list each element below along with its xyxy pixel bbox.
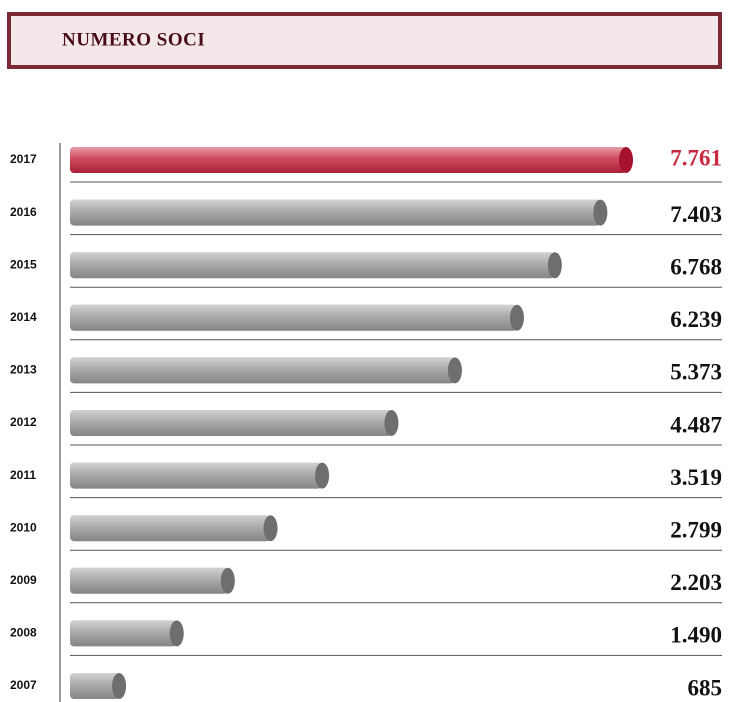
value-label: 4.487 — [670, 412, 722, 437]
bar-shine — [70, 252, 555, 279]
value-label: 7.403 — [670, 202, 722, 227]
y-tick-label: 2013 — [10, 363, 37, 377]
value-label: 7.761 — [670, 145, 722, 170]
bar-shine — [70, 462, 323, 489]
value-label: 6.239 — [670, 307, 722, 332]
y-tick-label: 2012 — [10, 415, 37, 429]
y-tick-label: 2011 — [10, 468, 36, 482]
y-tick-label: 2015 — [10, 257, 37, 271]
bar-shine — [70, 410, 392, 436]
value-label: 685 — [688, 675, 723, 700]
value-label: 2.799 — [670, 517, 722, 542]
value-label: 3.519 — [670, 465, 722, 490]
bar-cap — [447, 357, 462, 384]
bar-shine — [70, 673, 120, 699]
bar-cap — [509, 304, 524, 331]
bar-cap — [112, 673, 127, 699]
bar-shine — [70, 304, 517, 331]
bar-shine — [70, 620, 177, 647]
title-box — [7, 12, 722, 69]
bar-shine — [70, 515, 271, 542]
y-tick-label: 2007 — [10, 678, 37, 692]
bar-cap — [384, 410, 399, 436]
y-tick-label: 2008 — [10, 626, 37, 640]
value-label: 1.490 — [670, 623, 722, 648]
bar-cap — [547, 252, 562, 279]
value-label: 5.373 — [670, 360, 722, 385]
value-label: 6.768 — [670, 254, 722, 279]
value-label: 2.203 — [670, 570, 722, 595]
bar-cap — [593, 199, 608, 226]
y-tick-label: 2017 — [10, 152, 37, 166]
y-tick-label: 2009 — [10, 573, 37, 587]
bar-cap — [169, 620, 184, 647]
bar-cap — [315, 462, 330, 489]
bar-cap — [263, 515, 278, 542]
bar-shine — [70, 199, 601, 226]
bar-shine — [70, 567, 228, 594]
bar-cap — [220, 567, 235, 594]
bar-shine — [70, 357, 455, 384]
y-tick-label: 2016 — [10, 205, 37, 219]
bar-cap — [619, 147, 633, 173]
bar-shine — [70, 147, 626, 173]
y-tick-label: 2014 — [10, 310, 37, 324]
y-tick-label: 2010 — [10, 520, 37, 534]
chart-title: NUMERO SOCI — [62, 29, 205, 50]
